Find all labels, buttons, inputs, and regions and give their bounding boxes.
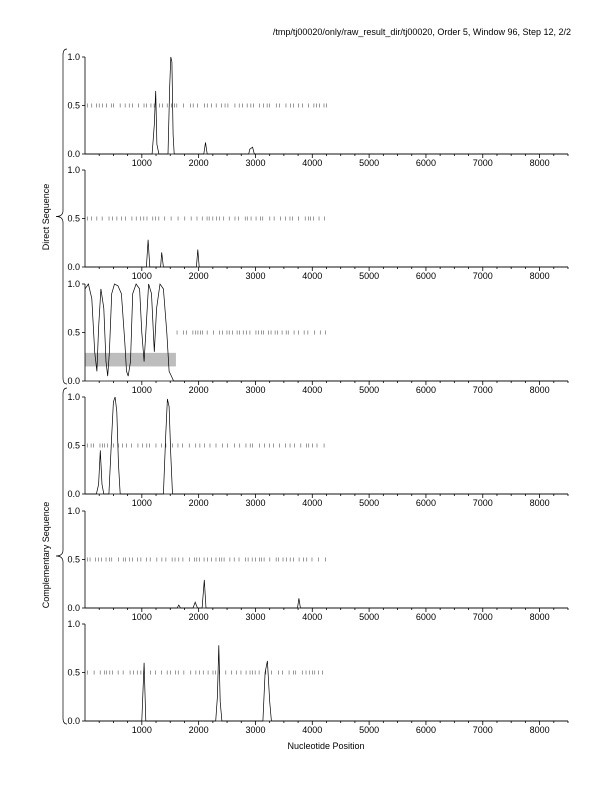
x-tick-label: 4000 <box>302 158 322 168</box>
series-line <box>85 56 568 155</box>
x-tick-label: 8000 <box>530 385 550 395</box>
y-tick-label: 0.0 <box>67 262 80 272</box>
x-tick-label: 1000 <box>132 498 152 508</box>
x-tick-label: 4000 <box>302 725 322 735</box>
series-line <box>84 283 568 382</box>
x-tick-label: 7000 <box>473 158 493 168</box>
y-tick-label: 0.0 <box>67 716 80 726</box>
y-tick-label: 1.0 <box>67 619 80 629</box>
x-tick-label: 6000 <box>416 271 436 281</box>
x-tick-label: 6000 <box>416 498 436 508</box>
x-tick-label: 4000 <box>302 498 322 508</box>
panel-6: 0.0 0.5 1.0 1000 2000 3000 4000 5000 6000 7000 800… <box>67 619 569 735</box>
x-tick-label: 3000 <box>245 725 265 735</box>
x-tick-label: 1000 <box>132 612 152 622</box>
x-tick-label: 7000 <box>473 271 493 281</box>
y-tick-label: 0.5 <box>67 101 80 111</box>
y-tick-label: 1.0 <box>67 52 80 62</box>
x-tick-label: 7000 <box>473 385 493 395</box>
series-line <box>85 396 568 495</box>
y-tick-label: 0.5 <box>67 441 80 451</box>
complementary-sequence-label: Complementary Sequence <box>41 502 51 609</box>
x-tick-label: 1000 <box>132 271 152 281</box>
y-tick-label: 1.0 <box>67 165 80 175</box>
x-tick-label: 5000 <box>359 385 379 395</box>
x-tick-label: 5000 <box>359 498 379 508</box>
x-tick-label: 8000 <box>530 158 550 168</box>
series-line <box>85 579 568 609</box>
panel-2: 0.0 0.5 1.0 1000 2000 3000 4000 5000 6000 7000 800… <box>67 165 569 281</box>
x-tick-label: 8000 <box>530 612 550 622</box>
x-tick-label: 4000 <box>302 385 322 395</box>
panel-4: 0.0 0.5 1.0 1000 2000 3000 4000 5000 6000 7000 800… <box>67 392 569 508</box>
y-tick-label: 0.0 <box>67 489 80 499</box>
y-tick-label: 0.5 <box>67 214 80 224</box>
x-tick-label: 2000 <box>189 725 209 735</box>
y-tick-label: 0.0 <box>67 603 80 613</box>
x-tick-label: 1000 <box>132 158 152 168</box>
direct-sequence-label: Direct Sequence <box>41 184 51 251</box>
x-tick-label: 2000 <box>189 271 209 281</box>
y-tick-label: 1.0 <box>67 392 80 402</box>
x-tick-label: 5000 <box>359 271 379 281</box>
x-tick-label: 5000 <box>359 725 379 735</box>
y-tick-label: 1.0 <box>67 506 80 516</box>
x-tick-label: 6000 <box>416 385 436 395</box>
x-tick-label: 7000 <box>473 498 493 508</box>
y-tick-label: 0.0 <box>67 376 80 386</box>
y-tick-label: 1.0 <box>67 279 80 289</box>
x-tick-label: 8000 <box>530 725 550 735</box>
panel-1: 0.0 0.5 1.0 1000 2000 3000 4000 5000 6000 7000 800… <box>67 52 569 168</box>
x-tick-label: 8000 <box>530 271 550 281</box>
x-tick-label: 2000 <box>189 612 209 622</box>
x-tick-label: 1000 <box>132 385 152 395</box>
x-tick-label: 5000 <box>359 612 379 622</box>
panel-5: 0.0 0.5 1.0 1000 2000 3000 4000 5000 6000 7000 800… <box>67 506 569 622</box>
x-tick-label: 3000 <box>245 271 265 281</box>
x-tick-label: 4000 <box>302 271 322 281</box>
chart-panels: 0.0 0.5 1.0 1000 2000 3000 4000 5000 6000 7000 800… <box>67 52 569 735</box>
complementary-sequence-brace <box>55 387 68 725</box>
y-tick-label: 0.5 <box>67 668 80 678</box>
y-tick-label: 0.0 <box>67 149 80 159</box>
y-tick-label: 0.5 <box>67 328 80 338</box>
y-tick-label: 0.5 <box>67 555 80 565</box>
x-tick-label: 2000 <box>189 158 209 168</box>
x-tick-label: 1000 <box>132 725 152 735</box>
x-tick-label: 6000 <box>416 612 436 622</box>
page-title: /tmp/tj00020/only/raw_result_dir/tj00020… <box>272 27 571 37</box>
x-tick-label: 5000 <box>359 158 379 168</box>
x-tick-label: 3000 <box>245 385 265 395</box>
x-tick-label: 6000 <box>416 158 436 168</box>
series-line <box>85 239 568 268</box>
panel-3: 0.0 0.5 1.0 1000 2000 3000 4000 5000 6000 7000 800… <box>67 279 569 395</box>
x-tick-label: 8000 <box>530 498 550 508</box>
x-tick-label: 3000 <box>245 498 265 508</box>
group-braces <box>55 48 68 725</box>
x-tick-label: 3000 <box>245 612 265 622</box>
x-tick-label: 2000 <box>189 385 209 395</box>
x-tick-label: 3000 <box>245 158 265 168</box>
x-tick-label: 2000 <box>189 498 209 508</box>
x-axis-label: Nucleotide Position <box>287 741 364 751</box>
x-tick-label: 7000 <box>473 612 493 622</box>
direct-sequence-brace <box>55 48 68 385</box>
x-tick-label: 4000 <box>302 612 322 622</box>
x-tick-label: 7000 <box>473 725 493 735</box>
series-line <box>85 645 568 722</box>
x-tick-label: 6000 <box>416 725 436 735</box>
